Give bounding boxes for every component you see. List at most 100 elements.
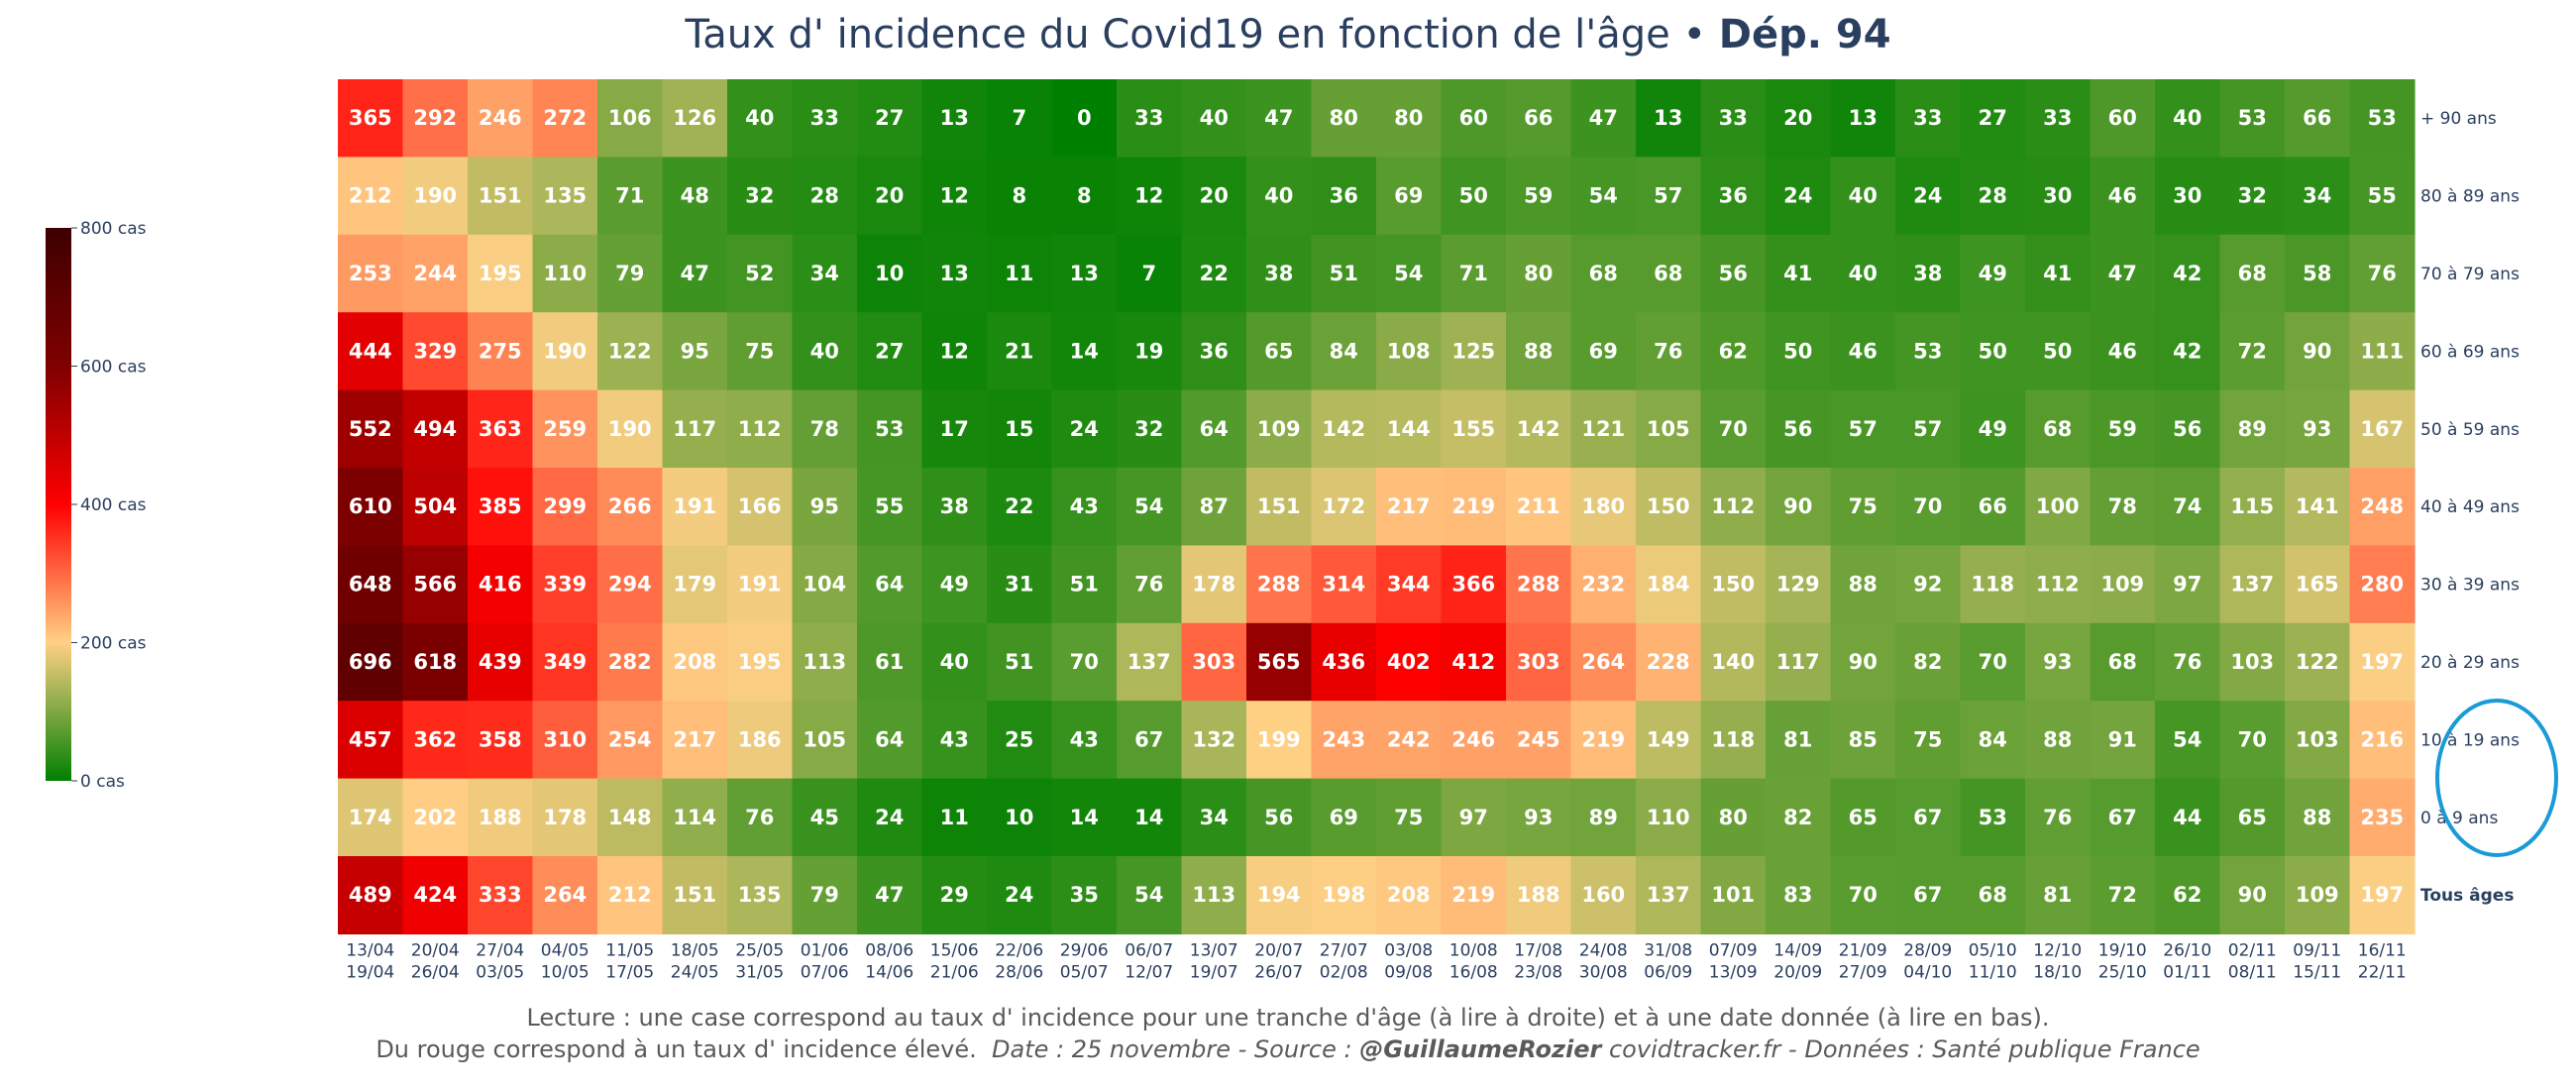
- heatmap-cell-value: 75: [1913, 727, 1942, 751]
- heatmap-cell-value: 108: [1387, 339, 1431, 363]
- heatmap-cell-value: 174: [349, 806, 392, 829]
- heatmap-cell-value: 132: [1192, 727, 1235, 751]
- heatmap-cell: [402, 157, 469, 236]
- heatmap-cell-value: 194: [1257, 883, 1301, 907]
- heatmap-cell: [1766, 545, 1832, 624]
- heatmap-cell-value: 10: [1005, 806, 1033, 829]
- heatmap-cell: [1506, 856, 1572, 934]
- heatmap-cell: [1636, 545, 1702, 624]
- heatmap-cell-value: 56: [1719, 262, 1748, 285]
- colorbar-tick-label: 200 cas: [80, 634, 147, 654]
- heatmap-cell: [597, 701, 664, 780]
- heatmap-cell: [2025, 622, 2092, 702]
- heatmap-cell: [2349, 468, 2415, 546]
- heatmap-cell-value: 54: [2173, 727, 2201, 751]
- heatmap-cell: [921, 468, 988, 546]
- heatmap-cell: [2349, 856, 2415, 934]
- column-label-end: 05/07: [1060, 962, 1109, 982]
- heatmap-cell: [1960, 389, 2026, 469]
- heatmap-cell: [2025, 234, 2092, 313]
- heatmap-cell: [2025, 701, 2092, 780]
- heatmap-cell: [1051, 312, 1118, 391]
- heatmap-cell: [1570, 312, 1637, 391]
- heatmap-cell-value: 339: [543, 573, 587, 597]
- heatmap-cell: [1636, 468, 1702, 546]
- footer-line-2: Du rouge correspond à un taux d' inciden…: [376, 1036, 2200, 1063]
- heatmap-cell: [2219, 389, 2286, 469]
- column-label-start: 18/05: [671, 940, 719, 960]
- heatmap-cell: [1960, 622, 2026, 702]
- heatmap-cell: [1830, 79, 1896, 158]
- heatmap-cell: [2155, 622, 2221, 702]
- heatmap-cell-value: 103: [2230, 650, 2274, 674]
- heatmap-cell-value: 344: [1387, 573, 1431, 597]
- heatmap-cell-value: 648: [349, 573, 392, 597]
- heatmap-cell-value: 54: [1134, 494, 1163, 518]
- heatmap-cell: [1246, 622, 1313, 702]
- heatmap-cell: [1376, 79, 1443, 158]
- heatmap-cell: [662, 79, 728, 158]
- heatmap-cell: [338, 856, 404, 934]
- heatmap-cell: [1830, 468, 1896, 546]
- heatmap-cell: [338, 468, 404, 546]
- heatmap-cell: [1700, 234, 1767, 313]
- heatmap-cell: [792, 545, 858, 624]
- heatmap-cell-value: 28: [1979, 184, 2007, 208]
- heatmap-cell: [1051, 701, 1118, 780]
- heatmap-cell-value: 36: [1330, 184, 1358, 208]
- heatmap-cell-value: 27: [875, 106, 904, 130]
- heatmap-cell-value: 259: [543, 417, 587, 441]
- column-label-start: 31/08: [1644, 940, 1692, 960]
- column-label-end: 17/05: [605, 962, 654, 982]
- heatmap-cell-value: 219: [1451, 883, 1495, 907]
- heatmap-cell: [468, 622, 534, 702]
- column-label-start: 06/07: [1125, 940, 1173, 960]
- heatmap-cell: [792, 701, 858, 780]
- heatmap-cell-value: 111: [2360, 339, 2404, 363]
- heatmap-cell-value: 190: [543, 339, 587, 363]
- heatmap-cell-value: 57: [1849, 417, 1878, 441]
- heatmap-cell: [468, 778, 534, 857]
- heatmap-cell: [987, 79, 1053, 158]
- heatmap-cell: [1636, 157, 1702, 236]
- heatmap-cell: [2285, 312, 2351, 391]
- heatmap-cell: [597, 79, 664, 158]
- heatmap-cell-value: 14: [1070, 806, 1099, 829]
- heatmap-cell: [1117, 389, 1183, 469]
- heatmap-cell: [1960, 157, 2026, 236]
- heatmap-cell: [921, 545, 988, 624]
- heatmap-cell: [2025, 157, 2092, 236]
- heatmap-cell-value: 58: [2303, 262, 2331, 285]
- heatmap-cell-value: 180: [1581, 494, 1625, 518]
- heatmap-cell: [2025, 79, 2092, 158]
- heatmap-cell-value: 84: [1330, 339, 1358, 363]
- heatmap-cell: [1506, 545, 1572, 624]
- heatmap-cell: [1636, 312, 1702, 391]
- heatmap-cell-value: 59: [1524, 184, 1553, 208]
- heatmap-cell-value: 66: [2303, 106, 2331, 130]
- column-label-start: 27/04: [476, 940, 524, 960]
- heatmap-cell-value: 109: [2296, 883, 2339, 907]
- heatmap-cell: [921, 157, 988, 236]
- heatmap-cell-value: 30: [2043, 184, 2072, 208]
- colorbar-tick-label: 600 cas: [80, 358, 147, 378]
- heatmap-cell-value: 22: [1200, 262, 1229, 285]
- heatmap-cell: [2349, 701, 2415, 780]
- heatmap-cell-value: 76: [2043, 806, 2072, 829]
- heatmap-cell: [1376, 468, 1443, 546]
- heatmap-cell: [1506, 234, 1572, 313]
- heatmap-cell: [468, 157, 534, 236]
- footer-line-1: Lecture : une case correspond au taux d'…: [526, 1004, 2049, 1032]
- heatmap-cell-value: 115: [2230, 494, 2274, 518]
- heatmap-cell-value: 93: [1524, 806, 1553, 829]
- heatmap-cell-value: 68: [1589, 262, 1618, 285]
- heatmap-cell-value: 38: [1264, 262, 1293, 285]
- heatmap-cell-value: 90: [2303, 339, 2331, 363]
- column-label-start: 05/10: [1969, 940, 2017, 960]
- heatmap-cell: [662, 701, 728, 780]
- column-label-end: 07/06: [801, 962, 849, 982]
- heatmap-cell-value: 43: [1070, 494, 1099, 518]
- heatmap-cell-value: 412: [1451, 650, 1495, 674]
- heatmap-cell: [597, 312, 664, 391]
